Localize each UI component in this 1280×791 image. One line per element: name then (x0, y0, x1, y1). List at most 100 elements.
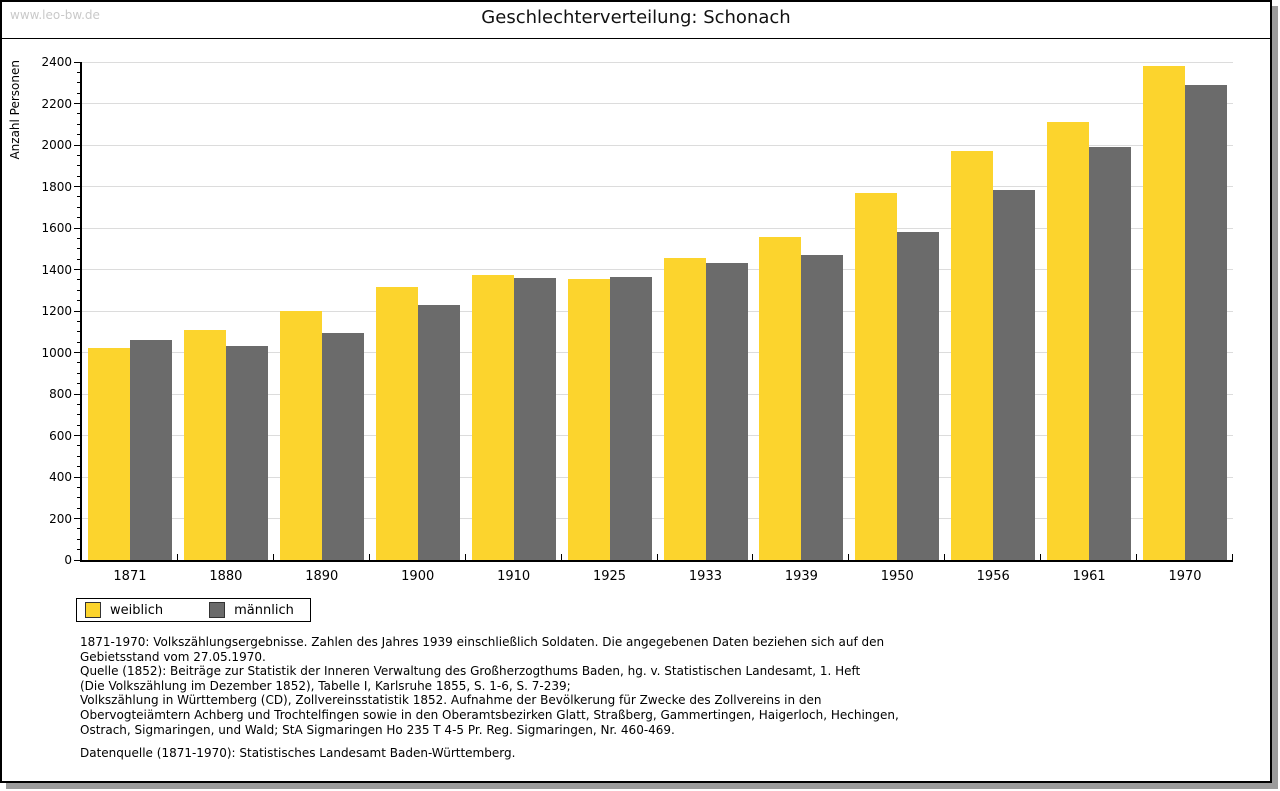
footnote-line-6: Obervogteiämtern Achberg und Trochtelfin… (80, 707, 899, 722)
y-minor-tick-350 (77, 486, 80, 488)
bar-weiblich-1910 (471, 274, 514, 560)
y-major-tick-1400 (74, 269, 80, 270)
bar-weiblich-1956 (951, 151, 994, 560)
bar-weiblich-1939 (759, 237, 802, 560)
gridline-y-2400 (82, 61, 1233, 63)
y-minor-tick-1500 (77, 248, 80, 250)
y-tick-label-1400: 1400 (41, 262, 72, 277)
x-axis-label-1910: 1910 (497, 569, 531, 584)
x-axis-label-1933: 1933 (688, 569, 722, 584)
x-axis-label-1880: 1880 (209, 569, 243, 584)
chart-header: www.leo-bw.de Geschlechterverteilung: Sc… (2, 2, 1270, 39)
y-minor-tick-1700 (77, 206, 80, 208)
y-minor-tick-500 (77, 455, 80, 457)
y-minor-tick-1050 (77, 341, 80, 343)
y-minor-tick-950 (77, 362, 80, 364)
y-minor-tick-1100 (77, 331, 80, 333)
bar-männlich-1890 (321, 332, 364, 560)
datasource-line: Datenquelle (1871-1970): Statistisches L… (80, 746, 516, 760)
y-tick-label-800: 800 (49, 387, 72, 401)
footnotes: 1871-1970: Volkszählungsergebnisse. Zahl… (80, 635, 899, 737)
y-tick-label-2400: 2400 (41, 55, 72, 69)
x-axis-label-1970: 1970 (1168, 569, 1202, 584)
bar-männlich-1925 (609, 276, 652, 560)
x-axis-label-1890: 1890 (305, 569, 339, 584)
y-minor-tick-250 (77, 507, 80, 509)
x-axis-label-1950: 1950 (880, 569, 914, 584)
y-major-tick-1000 (74, 352, 80, 353)
y-minor-tick-1450 (77, 258, 80, 260)
y-minor-tick-2150 (77, 113, 80, 115)
x-axis-label-1956: 1956 (976, 569, 1010, 584)
y-tick-label-1800: 1800 (41, 179, 72, 194)
gridline-y-2200 (82, 103, 1233, 104)
y-major-tick-600 (74, 435, 80, 436)
y-major-tick-1800 (74, 186, 80, 187)
y-tick-label-2000: 2000 (41, 138, 72, 152)
y-major-tick-400 (74, 476, 80, 478)
gridline-y-800 (82, 393, 1233, 395)
bar-männlich-1970 (1185, 84, 1228, 560)
plot-area: 0 200 400 600 800 1000 1200 1400 1600 1800 2000 220… (41, 55, 1233, 584)
bar-männlich-1956 (993, 189, 1036, 560)
bar-weiblich-1961 (1047, 122, 1090, 560)
bar-weiblich-1950 (855, 192, 898, 560)
y-minor-tick-1550 (77, 237, 80, 239)
bar-weiblich-1890 (279, 311, 322, 560)
y-major-tick-200 (74, 518, 80, 519)
y-minor-tick-2050 (77, 134, 80, 136)
y-major-tick-2000 (74, 144, 80, 146)
y-tick-label-200: 200 (49, 511, 72, 526)
footnote-line-4: (Die Volkszählung im Dezember 1852), Tab… (80, 678, 571, 693)
bar-männlich-1939 (801, 254, 844, 560)
y-minor-tick-1900 (77, 165, 80, 167)
y-tick-label-600: 600 (49, 428, 72, 443)
legend: weiblich männlich (76, 598, 311, 622)
gridline-y-1000 (82, 352, 1233, 353)
x-boundary-tick-9 (944, 554, 946, 560)
x-axis-label-1961: 1961 (1072, 569, 1106, 584)
gridline-y-400 (82, 476, 1233, 478)
y-major-tick-2200 (74, 103, 80, 104)
footnote-line-2: Gebietsstand vom 27.05.1970. (80, 649, 266, 664)
gridline-y-600 (82, 435, 1233, 436)
x-boundary-tick-12 (1232, 554, 1233, 560)
legend-label-weiblich: weiblich (110, 602, 164, 618)
x-boundary-tick-1 (176, 554, 178, 560)
footnote-line-5: Volkszählung in Württemberg (CD), Zollve… (80, 693, 822, 708)
bar-weiblich-1880 (183, 329, 226, 560)
y-major-tick-1200 (74, 310, 80, 312)
y-minor-tick-850 (77, 383, 80, 385)
x-boundary-tick-2 (272, 554, 274, 560)
y-tick-label-1600: 1600 (41, 221, 72, 235)
y-minor-tick-2100 (77, 123, 80, 125)
x-axis-label-1939: 1939 (784, 569, 818, 584)
y-major-tick-1600 (74, 227, 80, 229)
x-axis-label-1925: 1925 (592, 569, 627, 584)
bar-männlich-1871 (130, 340, 172, 560)
bar-weiblich-1900 (375, 287, 418, 560)
footnote-line-1: 1871-1970: Volkszählungsergebnisse. Zahl… (80, 635, 885, 649)
x-boundary-tick-11 (1136, 554, 1138, 560)
y-minor-tick-450 (77, 466, 80, 468)
y-minor-tick-1750 (77, 196, 80, 198)
y-tick-label-0: 0 (64, 553, 72, 567)
x-boundary-tick-8 (848, 554, 850, 560)
footnote-line-7: Ostrach, Sigmaringen, und Wald; StA Sigm… (80, 722, 675, 737)
legend-swatch-weiblich (85, 602, 101, 618)
legend-item-weiblich: weiblich (85, 602, 163, 618)
y-minor-tick-1300 (77, 289, 80, 291)
y-tick-label-2200: 2200 (41, 96, 72, 111)
bar-weiblich-1871 (88, 348, 130, 560)
y-minor-tick-50 (77, 549, 80, 551)
gridline-y-2000 (82, 144, 1233, 146)
bar-weiblich-1933 (663, 258, 706, 560)
y-minor-tick-1250 (77, 300, 80, 302)
y-minor-tick-700 (77, 414, 80, 416)
y-minor-tick-100 (77, 538, 80, 540)
bar-männlich-1950 (897, 232, 940, 560)
bar-männlich-1961 (1089, 147, 1132, 560)
y-minor-tick-1150 (77, 320, 80, 322)
x-axis-label-1900: 1900 (401, 569, 435, 584)
watermark: www.leo-bw.de (10, 8, 100, 22)
